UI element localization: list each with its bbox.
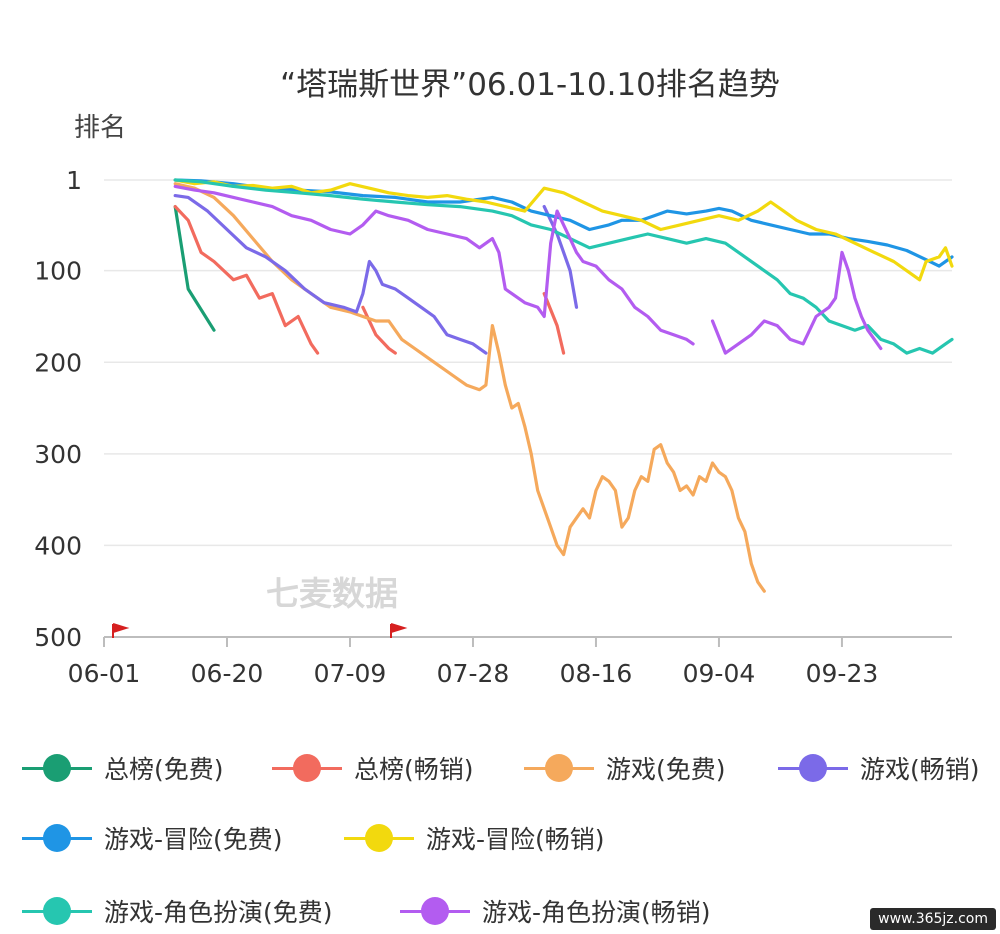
y-tick-label: 200: [34, 348, 82, 377]
legend-label: 游戏(免费): [606, 755, 726, 784]
series-line-0: [173, 205, 216, 332]
flag-markers: [112, 623, 408, 638]
series-line-2: [173, 182, 766, 593]
y-axis-ticks: 1 100 200 300 400 500: [34, 166, 82, 652]
legend-label: 总榜(畅销): [354, 755, 474, 784]
legend-item[interactable]: 游戏(畅销): [778, 750, 980, 786]
legend-item[interactable]: 总榜(畅销): [272, 750, 474, 786]
legend-item[interactable]: 游戏-冒险(免费): [22, 820, 283, 856]
rank-trend-chart: “塔瑞斯世界”06.01-10.10排名趋势 排名 七麦数据 1 100 200 30…: [34, 67, 954, 688]
grid-lines: [104, 179, 952, 547]
legend-label: 游戏-角色扮演(畅销): [482, 898, 711, 927]
y-tick-label: 1: [66, 166, 82, 195]
legend-label: 总榜(免费): [104, 755, 224, 784]
flag-icon: [390, 623, 408, 638]
x-tick-label: 06-01: [68, 659, 141, 688]
y-tick-label: 300: [34, 440, 82, 469]
series-line-1: [173, 205, 566, 355]
series-line-6: [173, 178, 954, 355]
series-line-3: [173, 194, 579, 355]
site-badge: www.365jz.com: [870, 908, 996, 930]
legend-marker-icon: [400, 895, 470, 927]
y-tick-label: 100: [34, 257, 82, 286]
x-tick-label: 08-16: [560, 659, 633, 688]
y-axis-label: 排名: [74, 113, 126, 143]
legend-item[interactable]: 总榜(免费): [22, 750, 224, 786]
legend-label: 游戏(畅销): [860, 755, 980, 784]
legend-item[interactable]: 游戏-角色扮演(畅销): [400, 893, 711, 929]
x-tick-label: 07-28: [437, 659, 510, 688]
legend-marker-icon: [22, 752, 92, 784]
legend-label: 游戏-冒险(免费): [104, 825, 283, 854]
legend-item[interactable]: 游戏-角色扮演(免费): [22, 893, 333, 929]
legend-marker-icon: [22, 895, 92, 927]
legend-marker-icon: [22, 822, 92, 854]
legend-item[interactable]: 游戏(免费): [524, 750, 726, 786]
legend-marker-icon: [272, 752, 342, 784]
x-tick-label: 07-09: [314, 659, 387, 688]
legend-marker-icon: [344, 822, 414, 854]
watermark: 七麦数据: [266, 574, 398, 613]
x-tick-label: 09-04: [683, 659, 756, 688]
y-tick-label: 400: [34, 531, 82, 560]
x-tick-label: 06-20: [191, 659, 264, 688]
series-line-7: [173, 184, 883, 355]
x-axis-ticks: 06-01 06-20 07-09 07-28 08-16 09-04 09-23: [68, 637, 879, 688]
series-lines: [173, 178, 954, 593]
y-tick-label: 500: [34, 623, 82, 652]
series-line-5: [173, 178, 954, 282]
x-tick-label: 09-23: [806, 659, 879, 688]
legend-item[interactable]: 游戏-冒险(畅销): [344, 820, 605, 856]
chart-title: “塔瑞斯世界”06.01-10.10排名趋势: [280, 67, 780, 103]
legend-marker-icon: [524, 752, 594, 784]
legend-marker-icon: [778, 752, 848, 784]
legend-label: 游戏-冒险(畅销): [426, 825, 605, 854]
flag-icon: [112, 623, 130, 638]
legend-label: 游戏-角色扮演(免费): [104, 898, 333, 927]
